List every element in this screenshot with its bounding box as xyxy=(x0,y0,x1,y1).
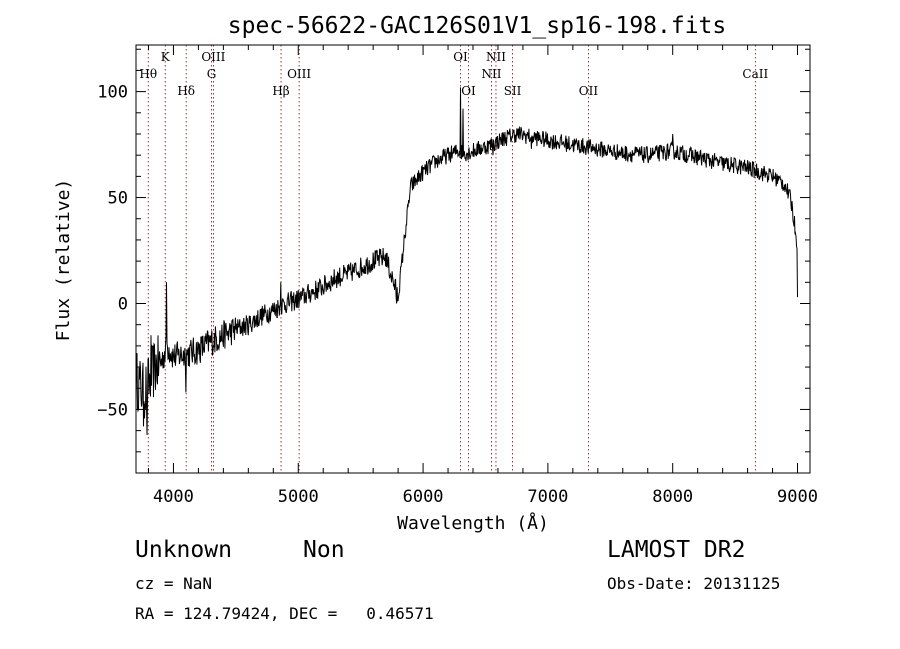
emission-line-label: OI xyxy=(461,84,476,98)
y-tick-labels: −50 0 50 100 xyxy=(97,83,128,421)
emission-line-label: Hδ xyxy=(177,84,195,98)
y-tick-label: −50 xyxy=(97,400,128,420)
x-tick-labels: 4000 5000 6000 7000 8000 9000 xyxy=(153,487,818,507)
y-tick-label: 50 xyxy=(108,189,128,209)
x-tick-label: 6000 xyxy=(403,487,444,507)
emission-line-label: OII xyxy=(579,84,599,98)
emission-line-label: G xyxy=(207,67,217,81)
y-tick-label: 100 xyxy=(97,83,128,103)
x-tick-label: 4000 xyxy=(153,487,194,507)
spectral-class: Unknown xyxy=(135,537,232,563)
emission-line-label: K xyxy=(161,50,171,64)
survey-name: LAMOST DR2 xyxy=(607,537,746,563)
x-tick-label: 7000 xyxy=(527,487,568,507)
emission-line-label: OI xyxy=(453,50,468,64)
spectrum-line xyxy=(135,87,798,435)
emission-line-label: OIII xyxy=(287,67,311,81)
x-tick-label: 9000 xyxy=(777,487,818,507)
y-tick-label: 0 xyxy=(118,294,128,314)
y-axis-ticks xyxy=(136,48,810,453)
emission-line-label: CaII xyxy=(742,67,768,81)
redshift-cz: cz = NaN xyxy=(135,574,213,593)
emission-line-markers xyxy=(147,45,756,473)
x-axis-ticks xyxy=(147,45,799,473)
emission-line-label: Hβ xyxy=(272,84,289,98)
coordinates: RA = 124.79424, DEC = 0.46571 xyxy=(135,604,434,623)
x-tick-label: 5000 xyxy=(278,487,319,507)
x-tick-label: 8000 xyxy=(652,487,693,507)
emission-line-label: SII xyxy=(504,84,522,98)
plot-frame xyxy=(135,44,811,474)
chart-title: spec-56622-GAC126S01V1_sp16-198.fits xyxy=(228,13,727,39)
emission-line-label: NII xyxy=(486,50,506,64)
spectral-subclass: Non xyxy=(303,537,345,563)
emission-line-label: NII xyxy=(481,67,501,81)
emission-line-label: Hθ xyxy=(139,67,157,81)
emission-line-label: OIII xyxy=(201,50,225,64)
observation-date: Obs-Date: 20131125 xyxy=(607,574,781,593)
x-axis-label: Wavelength (Å) xyxy=(397,512,549,534)
y-axis-label: Flux (relative) xyxy=(53,179,74,342)
